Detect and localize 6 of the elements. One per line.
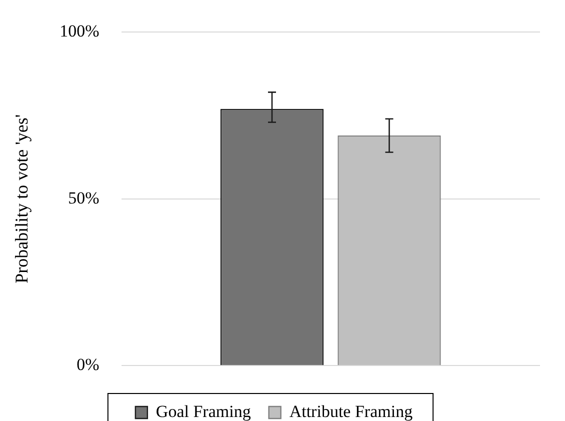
y-tick-label: 100% — [60, 22, 100, 41]
y-axis-title: Probability to vote 'yes' — [12, 114, 32, 284]
y-tick-label: 50% — [68, 188, 100, 208]
legend-label: Attribute Framing — [289, 402, 414, 421]
y-tick-label: 0% — [76, 355, 100, 374]
legend-label: Goal Framing — [156, 402, 252, 421]
